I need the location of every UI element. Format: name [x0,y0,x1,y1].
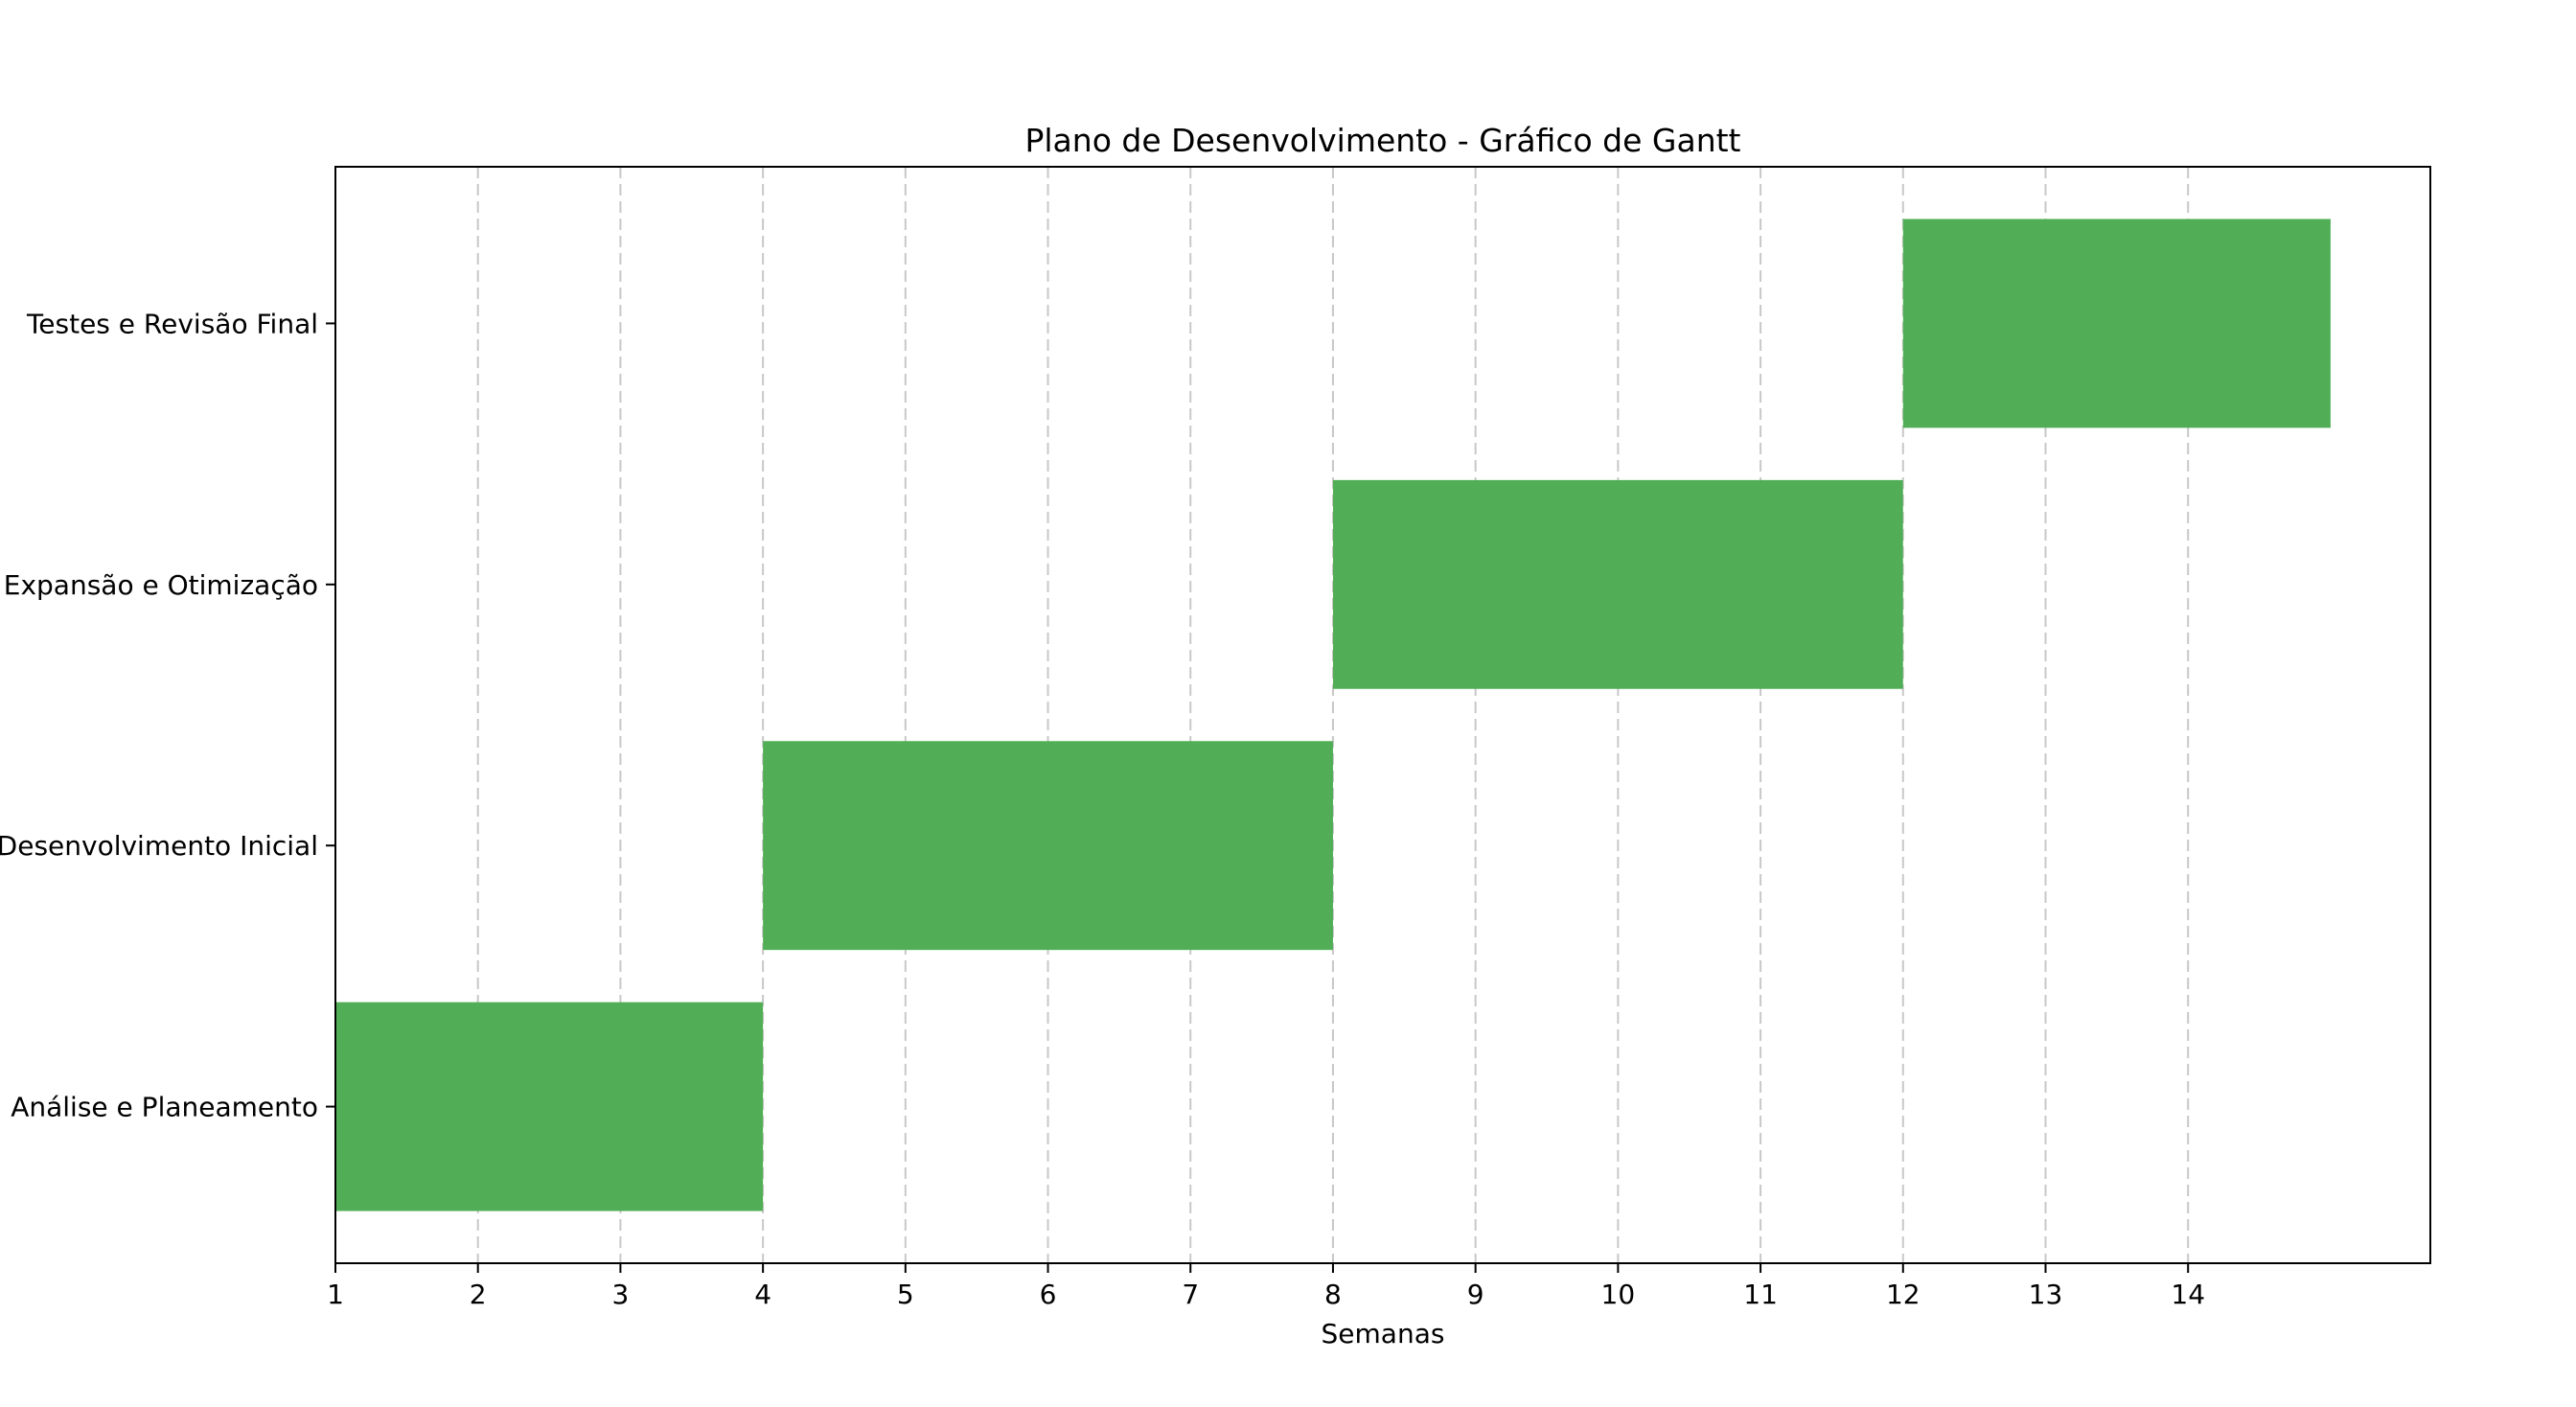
x-tick-label: 7 [1182,1279,1199,1310]
x-tick-label: 9 [1467,1279,1484,1310]
gantt-bar [335,1002,764,1211]
y-axis-ticks: Análise e Planeamento Desenvolvimento Ini… [0,308,335,1123]
x-tick-label: 4 [754,1279,771,1310]
x-axis-label: Semanas [1322,1318,1445,1349]
y-tick-label: Análise e Planeamento [11,1092,318,1123]
x-tick-label: 5 [897,1279,914,1310]
plot-frame [334,166,2431,1264]
x-tick-label: 6 [1040,1279,1057,1310]
x-axis-ticks: 1 2 3 4 5 6 7 8 9 10 11 12 13 14 [327,1263,2205,1310]
gantt-bars [335,219,2331,1211]
gantt-bar [1902,219,2331,428]
y-tick-label: Expansão e Otimização [4,569,318,601]
x-tick-label: 10 [1601,1279,1636,1310]
gantt-bar [763,741,1333,951]
x-tick-label: 14 [2171,1279,2205,1310]
x-tick-label: 13 [2029,1279,2063,1310]
x-tick-label: 2 [470,1279,487,1310]
x-tick-label: 8 [1324,1279,1342,1310]
x-tick-label: 11 [1743,1279,1778,1310]
chart-title: Plano de Desenvolvimento - Gráfico de Ga… [1024,122,1740,159]
x-tick-label: 3 [612,1279,630,1310]
gantt-bar [1332,479,1903,689]
x-tick-label: 1 [327,1279,344,1310]
x-tick-label: 12 [1886,1279,1920,1310]
y-tick-label: Desenvolvimento Inicial [0,830,318,862]
y-tick-label: Testes e Revisão Final [26,308,318,339]
